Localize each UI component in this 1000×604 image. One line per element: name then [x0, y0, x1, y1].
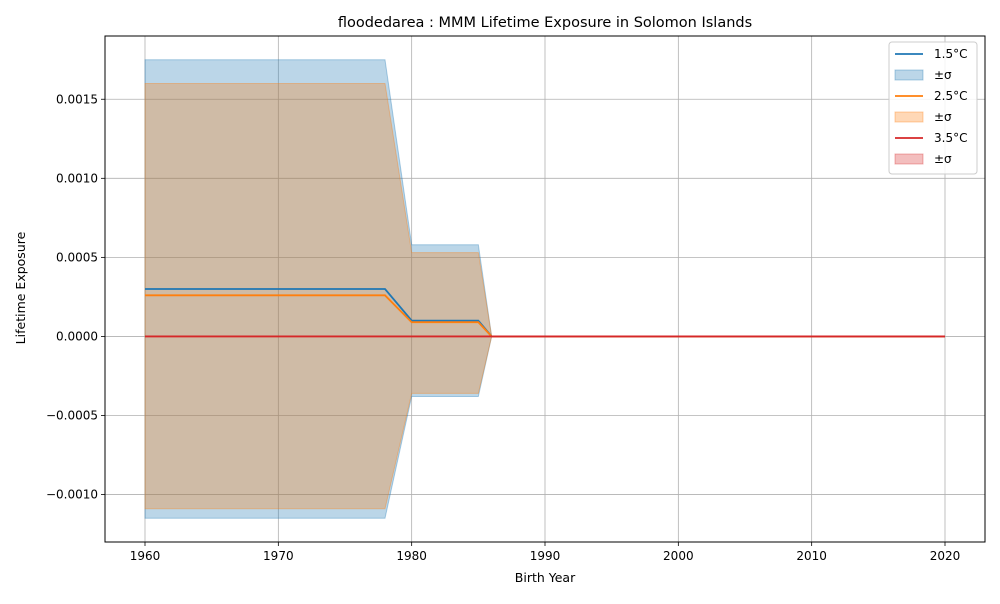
y-tick-label: 0.0015: [56, 92, 98, 106]
x-axis-label: Birth Year: [515, 570, 576, 585]
y-tick-label: 0.0005: [56, 250, 98, 264]
y-tick-label: 0.0000: [56, 329, 98, 343]
legend-band-label: ±σ: [934, 152, 952, 166]
legend: 1.5°C ±σ 2.5°C ±σ 3.5°C ±σ: [888, 41, 978, 175]
x-tick-label: 2000: [663, 549, 694, 563]
legend-band-label: ±σ: [934, 110, 952, 124]
x-tick-label: 1980: [396, 549, 427, 563]
legend-series-label: 2.5°C: [934, 89, 967, 103]
legend-band-swatch: [894, 69, 924, 81]
y-tick-label: −0.0010: [46, 488, 98, 502]
legend-box: [888, 41, 978, 175]
legend-band-swatch: [894, 153, 924, 165]
legend-series-label: 3.5°C: [934, 131, 967, 145]
legend-band-swatch: [894, 111, 924, 123]
legend-band-label: ±σ: [934, 68, 952, 82]
series-lines: [145, 288, 945, 338]
y-tick-label: −0.0005: [46, 409, 98, 423]
chart-title: floodedarea : MMM Lifetime Exposure in S…: [338, 15, 752, 31]
y-axis-label: Lifetime Exposure: [13, 231, 28, 344]
x-tick-label: 2010: [796, 549, 827, 563]
x-tick-label: 1960: [130, 549, 161, 563]
axis-ticks: 1960 1970 1980 1990 2000 2010 2020 −0.0010 −0.00…: [46, 92, 960, 563]
x-tick-label: 1990: [530, 549, 561, 563]
legend-series-label: 1.5°C: [934, 47, 967, 61]
y-tick-label: 0.0010: [56, 171, 98, 185]
x-tick-label: 2020: [930, 549, 961, 563]
x-tick-label: 1970: [263, 549, 294, 563]
